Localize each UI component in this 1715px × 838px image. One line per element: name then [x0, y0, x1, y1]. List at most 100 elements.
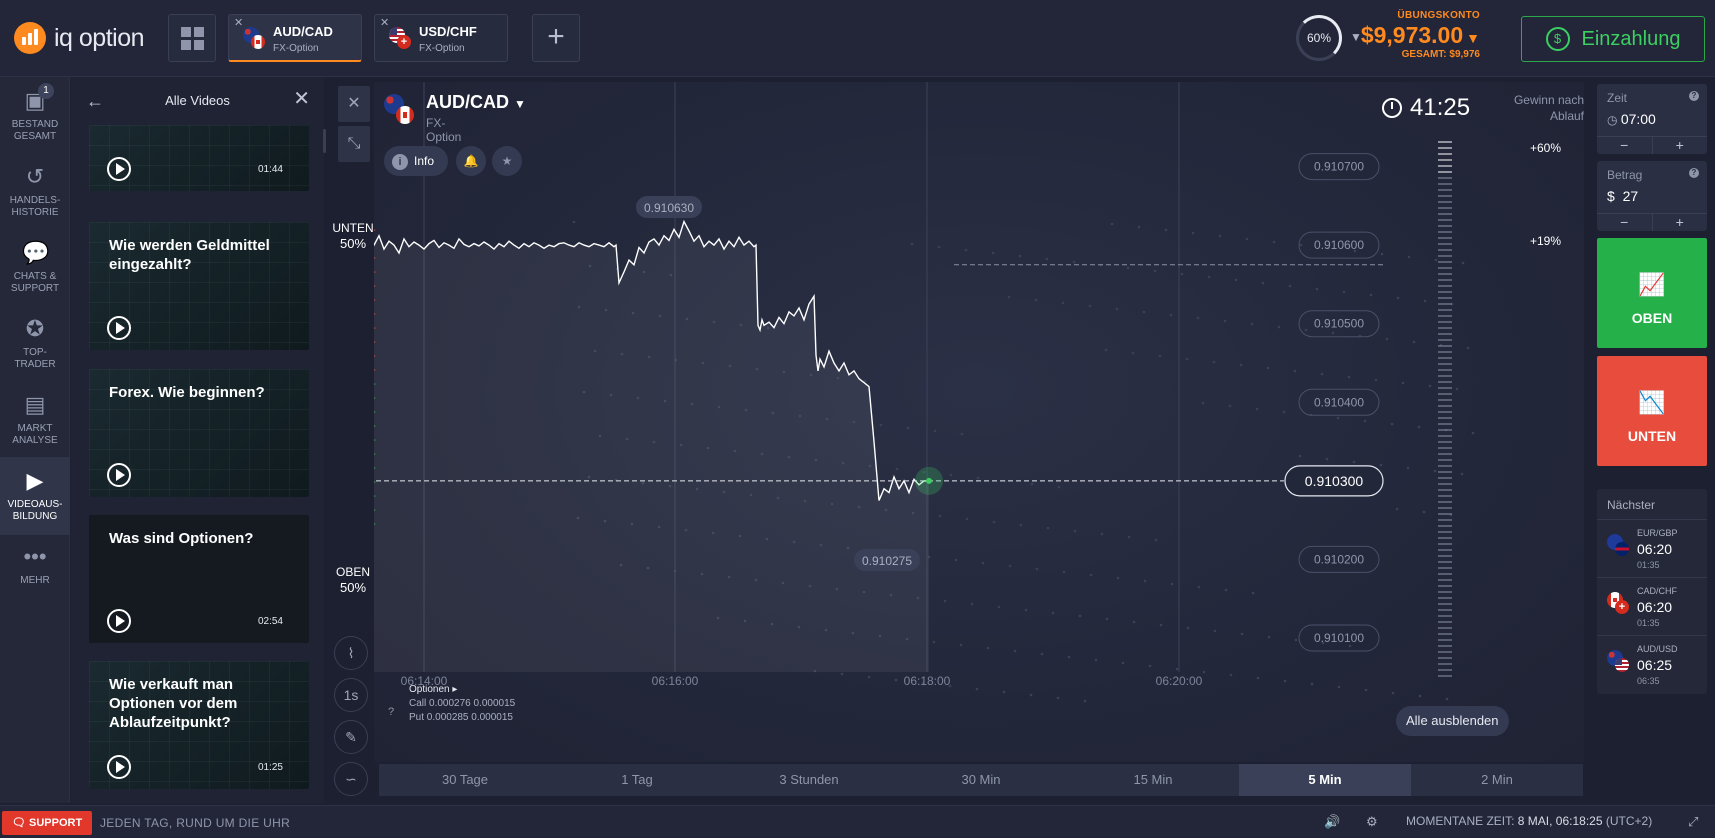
chevron-down-icon[interactable]: ▼: [514, 97, 526, 111]
fullscreen-icon[interactable]: ⤢: [1688, 814, 1699, 829]
map-dot: [711, 531, 715, 535]
info-button[interactable]: i Info: [384, 146, 448, 176]
amount-input[interactable]: Betrag ? $ 27 − +: [1597, 161, 1707, 231]
expiry-time-input[interactable]: Zeit ? ◷ 07:00 − +: [1597, 84, 1707, 154]
arrow-left-icon[interactable]: ←: [86, 91, 104, 111]
star-icon[interactable]: ★: [492, 146, 522, 176]
map-dot: [1428, 384, 1432, 388]
video-panel: Alle Videos ← ✕ 01:44 Wie werden Geldmit…: [71, 77, 326, 803]
profit-gauge[interactable]: 60%: [1296, 15, 1342, 61]
video-card[interactable]: Was sind Optionen? 02:54: [89, 515, 309, 643]
chart-canvas[interactable]: 06:14:00 06:16:00 06:18:00 06:20:00 0.910700…: [340, 82, 1584, 762]
pencil-icon[interactable]: ✎: [334, 720, 368, 754]
timeframe-1-day[interactable]: 1 Tag: [621, 772, 653, 787]
map-dot: [986, 646, 990, 650]
decrease-amount-button[interactable]: −: [1620, 214, 1629, 230]
video-card[interactable]: Forex. Wie beginnen?: [89, 369, 309, 497]
upcoming-item[interactable]: EUR/GBP 06:20 01:35: [1597, 519, 1707, 577]
map-dot: [646, 566, 650, 570]
close-icon[interactable]: ✕: [380, 17, 390, 29]
sidebar-item-portfolio[interactable]: ▣ 1 BESTAND GESAMT: [0, 77, 70, 155]
tab-usd-chf[interactable]: ✕ USD/CHF FX-Option: [374, 14, 508, 62]
map-dot: [1455, 387, 1459, 391]
map-dot: [1191, 231, 1195, 235]
upcoming-item[interactable]: CAD/CHF 06:20 01:35: [1597, 577, 1707, 635]
close-icon[interactable]: ✕: [293, 88, 310, 110]
video-duration: 01:44: [257, 164, 283, 175]
map-dot: [1116, 576, 1120, 580]
timeframe-2-min[interactable]: 2 Min: [1481, 772, 1513, 787]
map-dot: [835, 587, 839, 591]
sidebar-item-video-education[interactable]: ▶ VIDEOAUS- BILDUNG: [0, 457, 70, 535]
timeframe-3-hours[interactable]: 3 Stunden: [779, 772, 839, 787]
close-icon[interactable]: ✕: [234, 17, 244, 29]
asset-selector[interactable]: AUD/CAD ▼: [426, 92, 526, 113]
map-dot: [1267, 635, 1271, 639]
hide-all-button[interactable]: Alle ausblenden: [1396, 706, 1509, 736]
chart-type-icon[interactable]: ⌇: [334, 636, 368, 670]
map-dot: [1197, 585, 1201, 589]
sidebar-item-history[interactable]: ↺ HANDELS- HISTORIE: [0, 153, 70, 231]
put-down-button[interactable]: 📉 UNTEN: [1597, 356, 1707, 466]
upcoming-list: Nächster EUR/GBP 06:20 01:35 CAD/CHF 06:…: [1597, 489, 1707, 694]
timeframe-30-days[interactable]: 30 Tage: [441, 772, 489, 787]
timeframe-5-min[interactable]: 5 Min: [1239, 764, 1411, 796]
asset-grid-button[interactable]: [168, 14, 216, 62]
options-call: Call 0.000276 0.000015: [409, 698, 516, 709]
y-tick-label: 0.910400: [1314, 395, 1364, 409]
sidebar-item-label: BESTAND: [11, 119, 59, 130]
help-icon[interactable]: ?: [388, 706, 395, 718]
bell-icon[interactable]: 🔔: [456, 146, 486, 176]
sidebar-item-market-analysis[interactable]: ▤ MARKT ANALYSE: [0, 381, 70, 459]
volume-icon[interactable]: 🔊: [1324, 814, 1341, 829]
map-dot: [1196, 316, 1200, 320]
video-title: Wie verkauft man Optionen vor dem Ablauf…: [109, 676, 238, 731]
indicators-icon[interactable]: ∽: [334, 762, 368, 796]
timeframe-30-min[interactable]: 30 Min: [961, 772, 1001, 787]
sidebar-item-chats[interactable]: 💬 CHATS & SUPPORT: [0, 229, 70, 307]
video-card[interactable]: Wie verkauft man Optionen vor dem Ablauf…: [89, 661, 309, 789]
scrollbar[interactable]: [323, 129, 326, 153]
logo[interactable]: iq option: [14, 22, 145, 54]
interval-button[interactable]: 1s: [334, 678, 368, 712]
map-dot: [792, 540, 796, 544]
close-chart-button[interactable]: ✕: [338, 86, 370, 122]
price-chart[interactable]: 06:14:00 06:16:00 06:18:00 06:20:00 0.910700…: [340, 82, 1584, 762]
map-dot: [1282, 410, 1286, 414]
gain-label: Gewinn nach Ablauf: [1496, 92, 1584, 124]
decrease-time-button[interactable]: −: [1620, 137, 1629, 153]
help-icon[interactable]: ?: [1689, 91, 1699, 101]
sidebar-item-top-traders[interactable]: ✪ TOP- TRADER: [0, 305, 70, 383]
map-dot: [738, 534, 742, 538]
map-dot: [1100, 532, 1104, 536]
timeframe-15-min[interactable]: 15 Min: [1133, 772, 1173, 787]
call-up-button[interactable]: 📈 OBEN: [1597, 238, 1707, 348]
collapse-icon[interactable]: ⤡: [338, 126, 370, 162]
play-icon[interactable]: [107, 609, 131, 633]
map-dot: [797, 625, 801, 629]
account-balance[interactable]: ÜBUNGSKONTO $9,973.00 ▼ GESAMT: $9,976: [1361, 10, 1480, 60]
map-dot: [1153, 269, 1157, 273]
add-tab-button[interactable]: +: [532, 14, 580, 62]
play-icon[interactable]: [107, 463, 131, 487]
support-button[interactable]: 🗨 SUPPORT: [2, 811, 93, 835]
play-icon[interactable]: [107, 316, 131, 340]
deposit-button[interactable]: $ Einzahlung: [1521, 16, 1705, 62]
help-icon[interactable]: ?: [1689, 168, 1699, 178]
increase-amount-button[interactable]: +: [1651, 214, 1708, 231]
play-icon[interactable]: [107, 755, 131, 779]
map-dot: [922, 470, 926, 474]
map-dot: [1331, 331, 1335, 335]
balance-value: $9,973.00: [1360, 22, 1464, 48]
upcoming-item[interactable]: AUD/USD 06:25 06:35: [1597, 635, 1707, 693]
map-dot: [1461, 261, 1465, 265]
sidebar-item-more[interactable]: ••• MEHR: [0, 533, 70, 611]
play-icon[interactable]: [107, 157, 131, 181]
gear-icon[interactable]: ⚙: [1366, 814, 1378, 829]
chevron-down-icon[interactable]: ▼: [1466, 30, 1480, 46]
tab-aud-cad[interactable]: ✕ AUD/CAD FX-Option: [228, 14, 362, 62]
video-card[interactable]: Wie werden Geldmittel eingezahlt?: [89, 222, 309, 350]
increase-time-button[interactable]: +: [1651, 137, 1708, 154]
video-card[interactable]: 01:44: [89, 125, 309, 191]
chevron-down-icon[interactable]: ▼: [1350, 30, 1362, 44]
